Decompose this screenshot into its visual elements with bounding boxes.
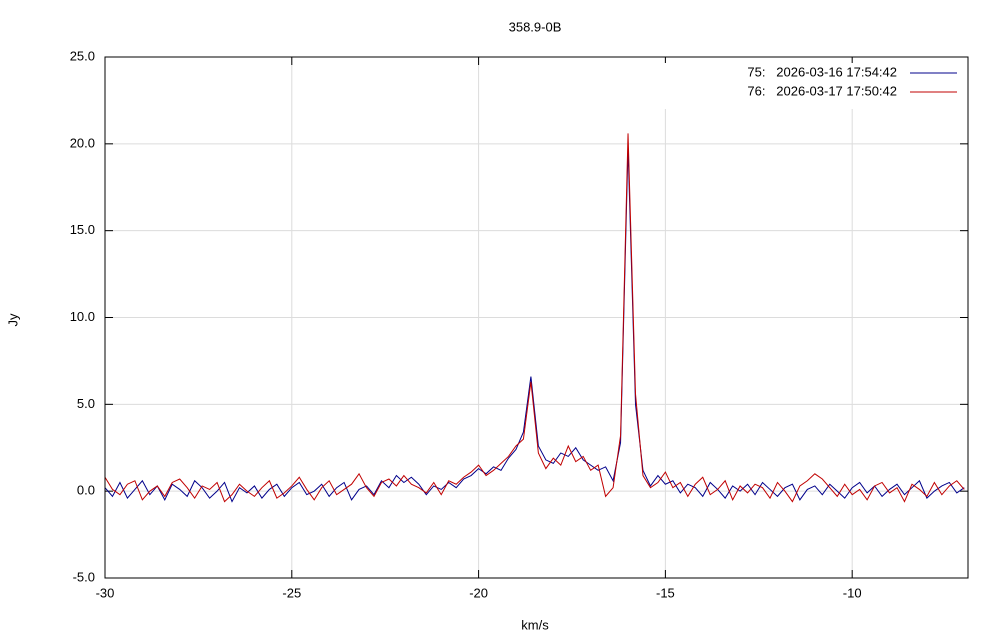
legend-label: 76: 2026-03-17 17:50:42: [747, 83, 897, 98]
y-tick-label: 5.0: [77, 396, 95, 411]
x-tick-label: -20: [469, 585, 488, 600]
chart-title: 358.9-0B: [509, 19, 562, 34]
x-tick-label: -25: [282, 585, 301, 600]
y-axis-label: Jy: [5, 313, 20, 327]
x-tick-label: -30: [96, 585, 115, 600]
x-tick-label: -10: [843, 585, 862, 600]
y-tick-label: 10.0: [70, 309, 95, 324]
y-tick-label: 25.0: [70, 48, 95, 63]
y-tick-label: 15.0: [70, 222, 95, 237]
x-tick-label: -15: [656, 585, 675, 600]
series-line: [104, 133, 965, 503]
y-tick-label: 20.0: [70, 135, 95, 150]
y-tick-label: 0.0: [77, 483, 95, 498]
y-tick-label: -5.0: [73, 569, 95, 584]
x-axis-label: km/s: [521, 617, 549, 632]
legend-label: 75: 2026-03-16 17:54:42: [747, 64, 897, 79]
plot-border: [104, 56, 969, 579]
legend-box: [660, 63, 960, 109]
